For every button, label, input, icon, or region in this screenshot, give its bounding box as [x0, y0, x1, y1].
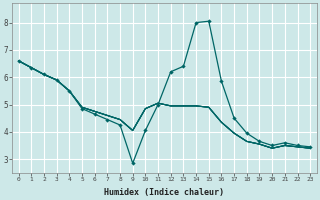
X-axis label: Humidex (Indice chaleur): Humidex (Indice chaleur): [104, 188, 224, 197]
